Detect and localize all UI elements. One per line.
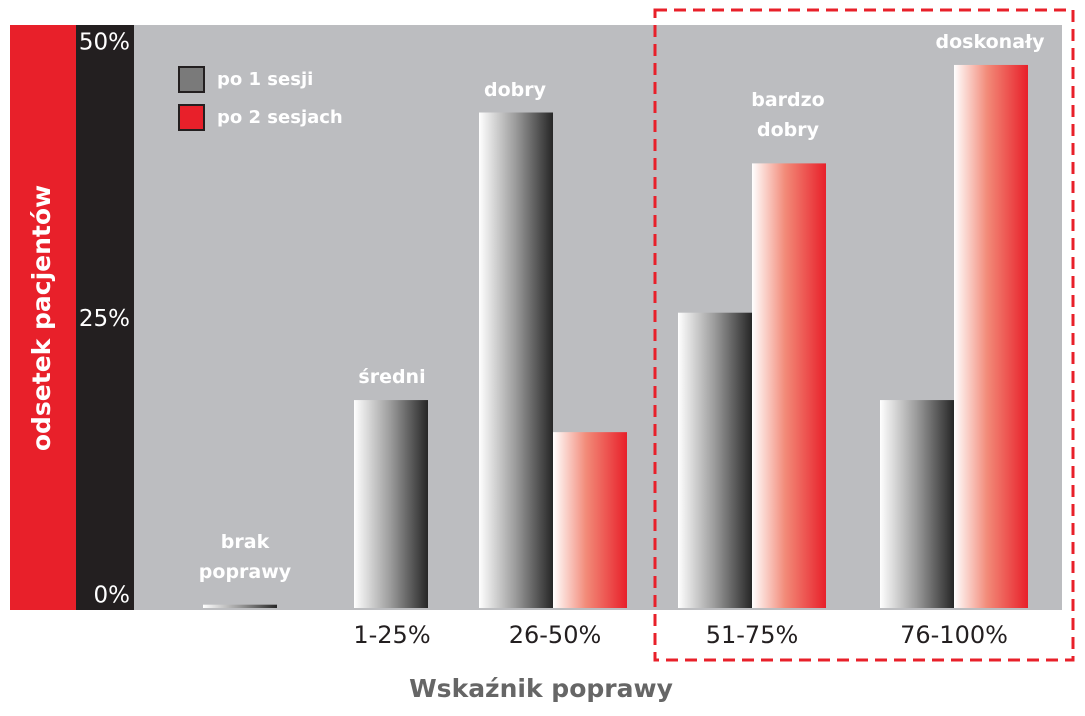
x-tick-label: 1-25% — [353, 621, 430, 649]
bar — [752, 163, 826, 608]
y-tick-label: 25% — [79, 306, 130, 332]
x-tick-label: 26-50% — [509, 621, 602, 649]
legend-swatch — [178, 104, 205, 131]
category-annotation: średni — [358, 366, 426, 389]
category-annotation: dobry — [483, 78, 546, 101]
bar — [553, 432, 627, 608]
x-tick-label: 51-75% — [706, 621, 799, 649]
category-annotation: brak poprawy — [198, 530, 292, 583]
highlight-box — [653, 8, 1075, 662]
legend-swatch — [178, 66, 205, 93]
bar — [354, 400, 428, 608]
bar — [954, 64, 1028, 609]
y-label-strip — [10, 25, 76, 610]
y-tick-label: 50% — [79, 30, 130, 56]
legend-label: po 1 sesji — [217, 69, 313, 90]
x-tick-label: 76-100% — [900, 621, 1008, 649]
x-axis-title: Wskaźnik poprawy — [409, 674, 673, 703]
category-annotation: doskonały — [935, 30, 1045, 53]
y-axis-title: odsetek pacjentów — [27, 185, 56, 451]
y-tick-label: 0% — [94, 583, 131, 609]
category-annotation: bardzo dobry — [751, 89, 825, 142]
bar — [479, 112, 553, 609]
bar — [203, 604, 277, 608]
bar — [678, 312, 752, 608]
bar — [880, 400, 954, 608]
bars — [203, 64, 1028, 609]
legend-label: po 2 sesjach — [217, 107, 343, 128]
y-tick-strip — [76, 25, 134, 610]
